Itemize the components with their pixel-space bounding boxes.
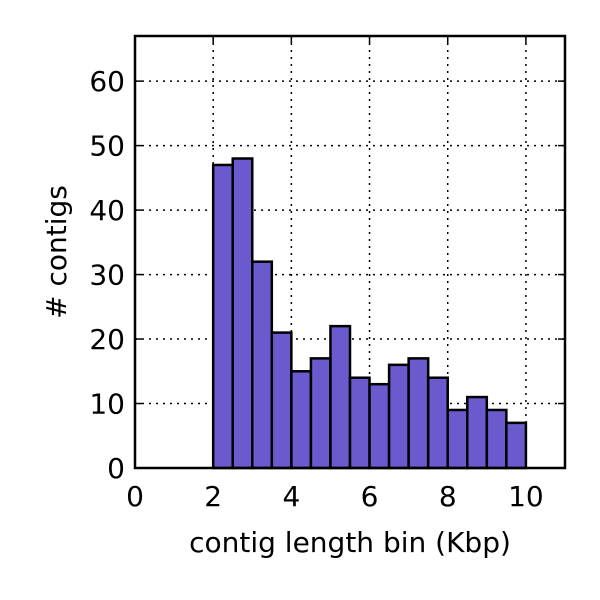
histogram-bar — [251, 260, 274, 470]
x-axis-label: contig length bin (Kbp) — [189, 526, 511, 559]
histogram-bar — [290, 370, 313, 470]
histogram-bar — [329, 324, 352, 470]
x-tick-label: 2 — [204, 480, 222, 513]
x-tick-label: 6 — [361, 480, 379, 513]
y-tick-label: 60 — [89, 65, 125, 98]
histogram-bar — [407, 357, 430, 470]
y-axis-label: # contigs — [40, 185, 73, 319]
histogram-bar — [348, 376, 371, 470]
histogram-bar — [387, 363, 410, 470]
histogram-bar — [485, 408, 508, 470]
plot-area-frame — [133, 34, 567, 470]
x-tick-label: 8 — [439, 480, 457, 513]
histogram-bar — [270, 331, 293, 470]
y-tick-label: 10 — [89, 388, 125, 421]
histogram-bar — [505, 421, 528, 470]
y-tick-label: 40 — [89, 194, 125, 227]
y-tick-label: 30 — [89, 259, 125, 292]
histogram-bar — [368, 382, 391, 470]
histogram-bar — [309, 357, 332, 470]
x-tick-label: 0 — [126, 480, 144, 513]
y-tick-label: 50 — [89, 130, 125, 163]
x-tick-label: 10 — [508, 480, 544, 513]
y-tick-label: 20 — [89, 323, 125, 356]
histogram-bar — [426, 376, 449, 470]
histogram-bar — [446, 408, 469, 470]
y-tick-label: 0 — [107, 452, 125, 485]
histogram-bar — [466, 395, 489, 470]
histogram-bar — [231, 157, 254, 470]
histogram-bar — [211, 163, 234, 470]
x-tick-label: 4 — [282, 480, 300, 513]
tick-labels: 0 2 4 6 8 10 0 10 20 30 40 50 60 — [89, 65, 543, 513]
